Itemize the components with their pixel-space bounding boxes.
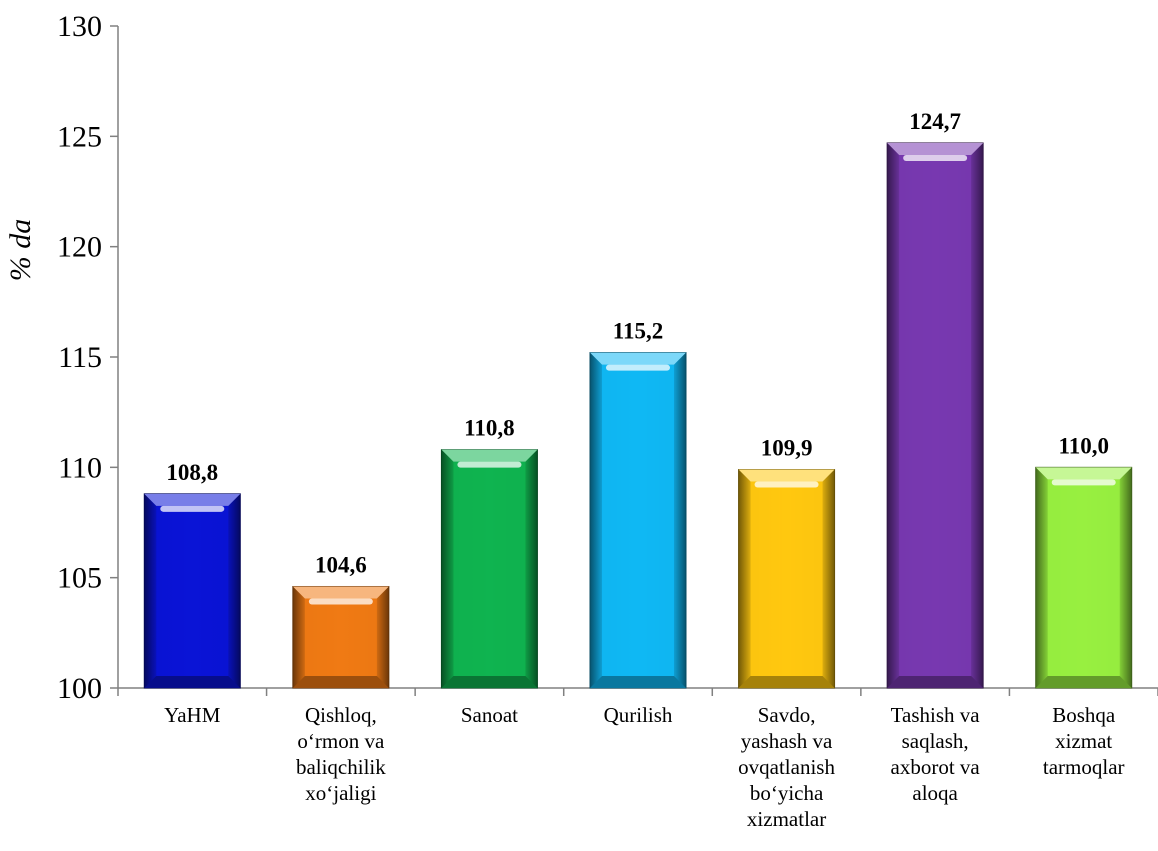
category-label-line: Tashish va bbox=[891, 703, 981, 727]
y-axis-title: % da bbox=[4, 219, 37, 282]
bar-bevel-bottom bbox=[887, 676, 984, 688]
y-tick-label: 110 bbox=[58, 451, 102, 484]
data-label: 110,0 bbox=[1058, 433, 1108, 458]
bar-bevel-top bbox=[590, 352, 686, 365]
bar-highlight bbox=[606, 364, 670, 371]
bar-face bbox=[899, 154, 972, 676]
category-label: Tashish va saqlash, axborot va aloqa bbox=[891, 703, 981, 805]
category-label-line: ovqatlanish bbox=[738, 755, 835, 779]
bar-bevel-bottom bbox=[441, 676, 538, 688]
bar bbox=[292, 585, 390, 689]
y-tick-label: 105 bbox=[57, 562, 102, 595]
category-label-line: xizmatlar bbox=[747, 807, 826, 831]
category-label-line: bo‘yicha bbox=[750, 781, 824, 805]
category-label-line: Boshqa bbox=[1052, 703, 1116, 727]
bar-bevel-bottom bbox=[1035, 676, 1132, 688]
bar-bevel-top bbox=[738, 469, 835, 482]
category-label: Boshqa xizmat tarmoqlar bbox=[1043, 703, 1125, 779]
bar bbox=[738, 469, 836, 689]
category-label: Savdo, yashash va ovqatlanish bo‘yicha xizma… bbox=[738, 703, 835, 831]
category-label-line: xizmat bbox=[1055, 729, 1112, 753]
x-axis bbox=[117, 687, 1158, 696]
bar-face bbox=[304, 598, 377, 676]
bar-highlight bbox=[903, 154, 968, 161]
bar-highlight bbox=[308, 598, 373, 605]
y-tick-label: 100 bbox=[57, 672, 102, 705]
category-label-line: Savdo, bbox=[758, 703, 816, 727]
category-label: Qurilish bbox=[604, 703, 673, 727]
y-tick-label: 125 bbox=[57, 120, 102, 153]
category-label-line: baliqchilik bbox=[296, 755, 386, 779]
bar-highlight bbox=[754, 481, 819, 488]
bar bbox=[440, 449, 538, 689]
category-label: YaHM bbox=[164, 703, 221, 727]
category-label-line: aloqa bbox=[912, 781, 958, 805]
category-label-line: Sanoat bbox=[461, 703, 518, 727]
bar-face bbox=[156, 505, 229, 676]
bar-bevel-top bbox=[144, 493, 241, 506]
bar-highlight bbox=[1051, 479, 1116, 486]
bar-bevel-bottom bbox=[738, 676, 835, 688]
data-label: 108,8 bbox=[166, 460, 218, 485]
bar-bevel-top bbox=[441, 449, 538, 462]
data-labels: 108,8 104,6 110,8 115,2 109,9 124,7 110,0 bbox=[166, 109, 1109, 578]
bar-bevel-bottom bbox=[292, 676, 389, 688]
bar-bevel-top bbox=[292, 586, 389, 599]
bar-highlight bbox=[457, 461, 522, 468]
bar-face bbox=[453, 461, 526, 676]
category-label-line: tarmoqlar bbox=[1043, 755, 1125, 779]
category-label-line: o‘rmon va bbox=[297, 729, 385, 753]
bar-bevel-top bbox=[887, 142, 984, 155]
data-label: 124,7 bbox=[909, 109, 961, 134]
bar-face bbox=[602, 364, 674, 676]
bar bbox=[886, 142, 984, 689]
category-label-line: saqlash, bbox=[902, 729, 969, 753]
category-label: Sanoat bbox=[461, 703, 518, 727]
y-axis: 100 105 110 115 120 125 130 bbox=[57, 10, 119, 705]
y-tick-label: 120 bbox=[57, 231, 102, 264]
data-label: 115,2 bbox=[613, 319, 663, 344]
category-label-line: axborot va bbox=[891, 755, 981, 779]
category-label-line: Qurilish bbox=[604, 703, 673, 727]
category-label-line: Qishloq, bbox=[305, 703, 377, 727]
bar-face bbox=[1047, 479, 1120, 676]
bar-highlight bbox=[160, 505, 225, 512]
bar-face bbox=[750, 481, 823, 676]
category-label-line: yashash va bbox=[741, 729, 833, 753]
y-tick-label: 130 bbox=[57, 10, 102, 43]
data-label: 104,6 bbox=[315, 552, 367, 577]
bar bbox=[589, 352, 687, 689]
data-label: 110,8 bbox=[464, 416, 514, 441]
category-labels: YaHM Qishloq, o‘rmon va baliqchilik xo‘jalig… bbox=[164, 703, 1124, 831]
bar bbox=[143, 493, 241, 689]
data-label: 109,9 bbox=[761, 436, 813, 461]
bar-bevel-bottom bbox=[144, 676, 241, 688]
bar-bevel-bottom bbox=[590, 676, 686, 688]
bar bbox=[1035, 466, 1133, 689]
category-label-line: YaHM bbox=[164, 703, 221, 727]
bar-bevel-top bbox=[1035, 467, 1132, 480]
category-label-line: xo‘jaligi bbox=[305, 781, 376, 805]
y-tick-label: 115 bbox=[58, 341, 102, 374]
category-label: Qishloq, o‘rmon va baliqchilik xo‘jaligi bbox=[296, 703, 386, 805]
bars bbox=[143, 142, 1133, 689]
